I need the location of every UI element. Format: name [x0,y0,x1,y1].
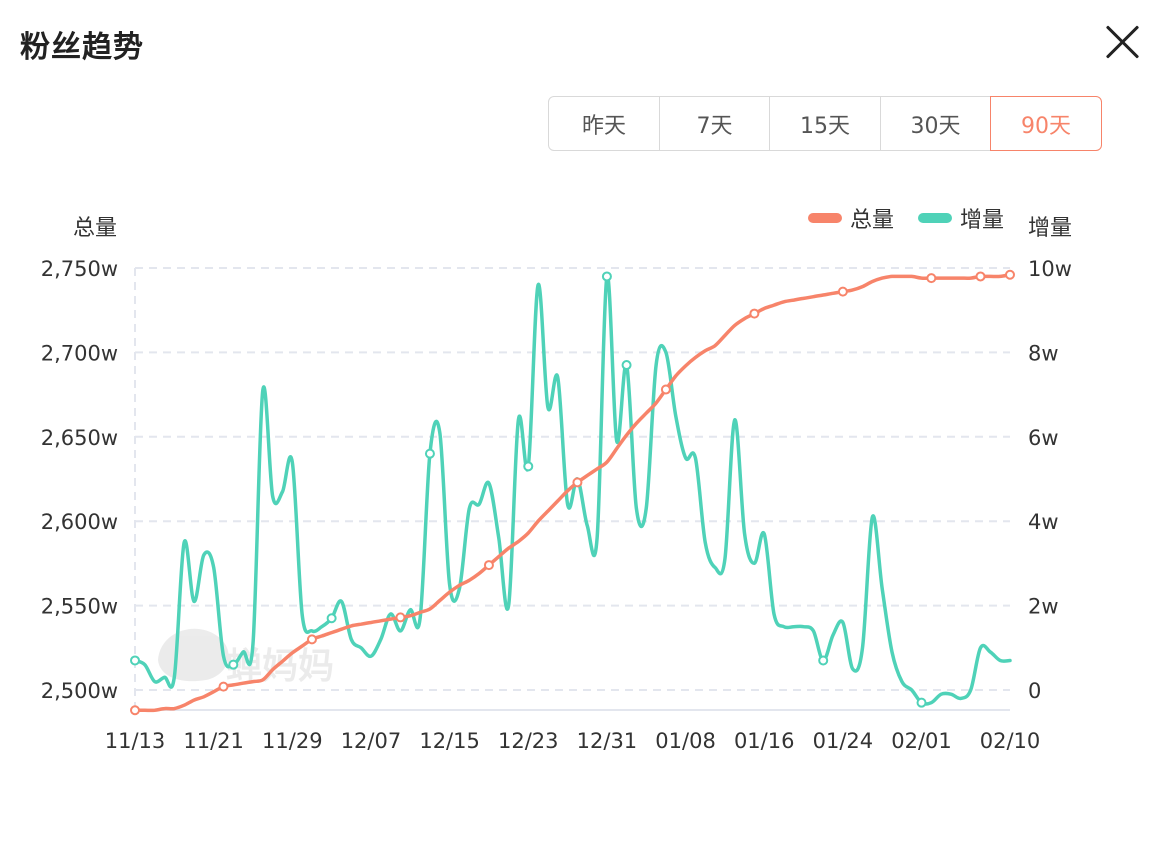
y-axis-left: 总量 2,500w 2,550w 2,600w 2,650w 2,700w 2,750w [41,216,118,703]
data-point-total [483,560,494,571]
data-point-total [130,705,140,716]
x-tick-label: 02/10 [980,729,1041,753]
y-left-tick-label: 2,600w [41,510,118,534]
y-axis-right: 增量 0 2w 4w 6w 8w 10w [1028,216,1072,703]
data-point-total [660,384,671,395]
watermark-logo-icon [158,628,229,682]
page-title: 粉丝趋势 [20,30,144,65]
x-axis: 11/13 11/21 11/29 12/07 12/15 12/23 12/31 01/08… [105,729,1041,753]
y-right-tick-label: 4w [1028,510,1059,534]
grid-lines [134,267,1010,711]
y-right-tick-label: 10w [1028,257,1072,281]
data-point-total [749,308,760,319]
y-left-tick-label: 2,650w [41,426,118,450]
x-tick-label: 11/13 [105,729,166,753]
data-point-increment [130,655,140,666]
tab-7-days[interactable]: 7天 [658,96,771,151]
legend-swatch-increment [918,213,952,223]
data-point-increment [424,448,435,459]
x-tick-label: 12/23 [498,729,559,753]
legend: 总量 增量 [808,208,1004,233]
y-right-tick-label: 2w [1028,595,1059,619]
legend-label-increment: 增量 [960,208,1004,233]
legend-swatch-total [808,213,842,223]
tab-15-days[interactable]: 15天 [769,96,881,151]
data-point-increment [601,271,612,282]
close-icon[interactable] [1102,22,1142,62]
x-tick-label: 12/07 [341,729,402,753]
chart-canvas: 蝉妈妈 总量 2,500w2,550w2,600w2,650w2,700w2,7… [41,208,1072,753]
y-left-tick-label: 2,750w [41,257,118,281]
x-tick-label: 12/31 [577,729,638,753]
fans-trend-chart: 蝉妈妈 总量 2,500w 2,550w 2,600w 2,650w 2,700w 2,7… [0,190,1150,770]
series-line-increment [133,273,1012,706]
data-point-total [306,634,317,645]
y-left-tick-label: 2,550w [41,595,118,619]
tab-yesterday[interactable]: 昨天 [548,96,660,151]
x-tick-label: 01/24 [813,729,874,753]
data-point-total [395,612,406,623]
y-left-tick-label: 2,500w [41,679,118,703]
legend-label-total: 总量 [850,208,894,233]
data-point-increment [523,461,534,472]
legend-item-increment[interactable]: 增量 [918,208,1004,233]
tab-90-days[interactable]: 90天 [990,96,1102,151]
series [130,269,1015,716]
data-point-total [837,286,848,297]
x-tick-label: 11/29 [262,729,323,753]
y-axis-left-title: 总量 [73,216,117,241]
y-right-tick-label: 0 [1028,679,1041,703]
y-axis-right-title: 增量 [1028,216,1072,241]
legend-item-total[interactable]: 总量 [808,208,894,233]
data-point-increment [621,360,632,371]
x-tick-label: 01/16 [734,729,795,753]
data-point-increment [228,659,239,670]
x-tick-label: 02/01 [891,729,952,753]
data-point-increment [916,697,927,708]
data-point-increment [326,613,337,624]
tab-30-days[interactable]: 30天 [879,96,992,151]
data-point-total [975,271,986,282]
x-tick-label: 11/21 [183,729,244,753]
data-point-total [926,273,937,284]
y-right-tick-label: 6w [1028,426,1059,450]
x-tick-label: 12/15 [419,729,480,753]
y-left-tick-label: 2,700w [41,341,118,365]
date-range-tabs: 昨天 7天 15天 30天 90天 [548,96,1102,151]
series-line-total [133,273,1012,713]
x-tick-label: 01/08 [655,729,716,753]
data-point-total [572,477,583,488]
data-point-total [1005,269,1015,280]
data-point-increment [818,655,829,666]
data-point-total [218,681,229,692]
y-right-tick-label: 8w [1028,341,1059,365]
